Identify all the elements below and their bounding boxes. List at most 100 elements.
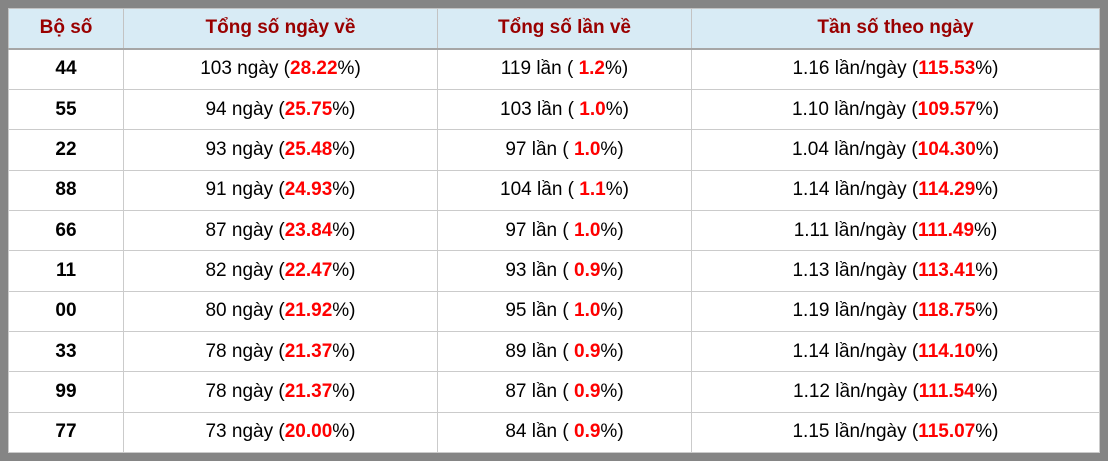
times-value: 104: [500, 179, 532, 201]
days-unit-label: ngày (: [226, 421, 285, 443]
percent-close: %): [600, 421, 624, 443]
frequency-value: 1.11: [793, 219, 830, 241]
days-value: 78: [205, 380, 227, 402]
pair-value: 33: [55, 340, 77, 362]
frequency-value: 1.04: [791, 139, 829, 161]
times-unit-label: lần (: [526, 340, 574, 362]
total-times-cell: 97 lần ( 1.0%): [437, 129, 692, 171]
pair-value: 55: [55, 98, 77, 120]
frequency-cell: 1.14 lần/ngày (114.29%): [691, 169, 1100, 212]
pair-cell: 11: [8, 250, 124, 292]
percent-close: %): [975, 58, 999, 80]
times-percent-value: 1.0: [579, 98, 606, 120]
pair-cell: 55: [8, 89, 124, 131]
frequency-value: 1.10: [791, 98, 829, 120]
frequency-unit-label: lần/ngày (: [829, 179, 919, 201]
frequency-unit-label: lần/ngày (: [829, 58, 919, 80]
days-unit-label: ngày (: [226, 340, 285, 362]
percent-close: %): [600, 260, 624, 282]
days-value: 73: [205, 421, 227, 443]
days-percent-value: 21.37: [284, 380, 333, 402]
times-percent-value: 1.1: [579, 179, 606, 201]
percent-close: %): [332, 421, 356, 443]
times-unit-label: lần (: [526, 219, 574, 241]
total-times-cell: 89 lần ( 0.9%): [437, 330, 692, 373]
times-percent-value: 0.9: [574, 260, 601, 282]
times-percent-value: 0.9: [574, 421, 601, 443]
days-percent-value: 20.00: [284, 421, 333, 443]
times-unit-label: lần (: [526, 139, 574, 161]
percent-close: %): [600, 340, 624, 362]
percent-close: %): [974, 380, 998, 402]
days-percent-value: 24.93: [284, 179, 333, 201]
pair-cell: 99: [8, 371, 124, 413]
percent-close: %): [332, 139, 356, 161]
frequency-unit-label: lần/ngày (: [829, 421, 919, 443]
days-value: 82: [205, 260, 227, 282]
pair-cell: 22: [8, 129, 124, 171]
percent-close: %): [975, 340, 999, 362]
total-days-cell: 103 ngày (28.22%): [123, 47, 438, 91]
percent-close: %): [332, 300, 356, 322]
days-value: 87: [205, 219, 227, 241]
frequency-cell: 1.11 lần/ngày (111.49%): [691, 210, 1100, 252]
total-times-cell: 97 lần ( 1.0%): [437, 210, 692, 252]
total-days-cell: 73 ngày (20.00%): [123, 411, 438, 454]
table-row: 44 103 ngày (28.22%) 119 lần ( 1.2%) 1.1…: [8, 47, 1100, 91]
percent-close: %): [974, 219, 998, 241]
pair-value: 77: [55, 421, 77, 443]
column-header-pair: Bộ số: [8, 8, 124, 50]
percent-close: %): [332, 219, 356, 241]
times-unit-label: lần (: [531, 98, 580, 120]
frequency-percent-value: 118.75: [918, 300, 976, 322]
days-unit-label: ngày (: [226, 139, 285, 161]
total-days-cell: 78 ngày (21.37%): [123, 330, 438, 373]
pair-cell: 66: [8, 210, 124, 252]
percent-close: %): [975, 260, 999, 282]
frequency-unit-label: lần/ngày (: [829, 300, 919, 322]
percent-close: %): [332, 260, 356, 282]
days-value: 94: [205, 98, 227, 120]
table-row: 55 94 ngày (25.75%) 103 lần ( 1.0%) 1.10…: [8, 89, 1100, 131]
percent-close: %): [332, 98, 356, 120]
total-days-cell: 91 ngày (24.93%): [123, 169, 438, 212]
frequency-cell: 1.12 lần/ngày (111.54%): [691, 371, 1100, 413]
frequency-percent-value: 109.57: [917, 98, 976, 120]
times-value: 97: [505, 219, 527, 241]
total-times-cell: 103 lần ( 1.0%): [437, 89, 692, 131]
table-row: 33 78 ngày (21.37%) 89 lần ( 0.9%) 1.14 …: [8, 330, 1100, 373]
table-row: 88 91 ngày (24.93%) 104 lần ( 1.1%) 1.14…: [8, 169, 1100, 212]
frequency-value: 1.15: [792, 421, 830, 443]
times-unit-label: lần (: [531, 58, 579, 80]
percent-close: %): [605, 179, 629, 201]
times-unit-label: lần (: [531, 179, 580, 201]
days-value: 91: [205, 179, 227, 201]
header-row: Bộ số Tổng số ngày về Tổng số lần về Tần…: [8, 8, 1100, 50]
days-percent-value: 28.22: [290, 58, 338, 80]
frequency-percent-value: 115.53: [918, 58, 976, 80]
frequency-value: 1.19: [792, 300, 830, 322]
days-unit-label: ngày (: [226, 260, 285, 282]
frequency-cell: 1.16 lần/ngày (115.53%): [691, 47, 1100, 91]
total-days-cell: 94 ngày (25.75%): [123, 89, 438, 131]
times-value: 97: [505, 139, 527, 161]
frequency-percent-value: 104.30: [917, 139, 976, 161]
days-value: 103: [200, 58, 232, 80]
times-unit-label: lần (: [526, 421, 574, 443]
times-value: 103: [500, 98, 532, 120]
days-value: 78: [205, 340, 227, 362]
table-row: 22 93 ngày (25.48%) 97 lần ( 1.0%) 1.04 …: [8, 129, 1100, 171]
frequency-unit-label: lần/ngày (: [829, 219, 919, 241]
times-percent-value: 1.2: [578, 58, 605, 80]
pair-value: 66: [55, 219, 77, 241]
frequency-value: 1.16: [792, 58, 830, 80]
pair-value: 99: [55, 380, 77, 402]
days-unit-label: ngày (: [226, 98, 285, 120]
total-days-cell: 87 ngày (23.84%): [123, 210, 438, 252]
times-value: 84: [505, 421, 527, 443]
days-percent-value: 23.84: [284, 219, 333, 241]
times-value: 87: [505, 380, 527, 402]
frequency-cell: 1.10 lần/ngày (109.57%): [691, 89, 1100, 131]
days-value: 80: [205, 300, 227, 322]
